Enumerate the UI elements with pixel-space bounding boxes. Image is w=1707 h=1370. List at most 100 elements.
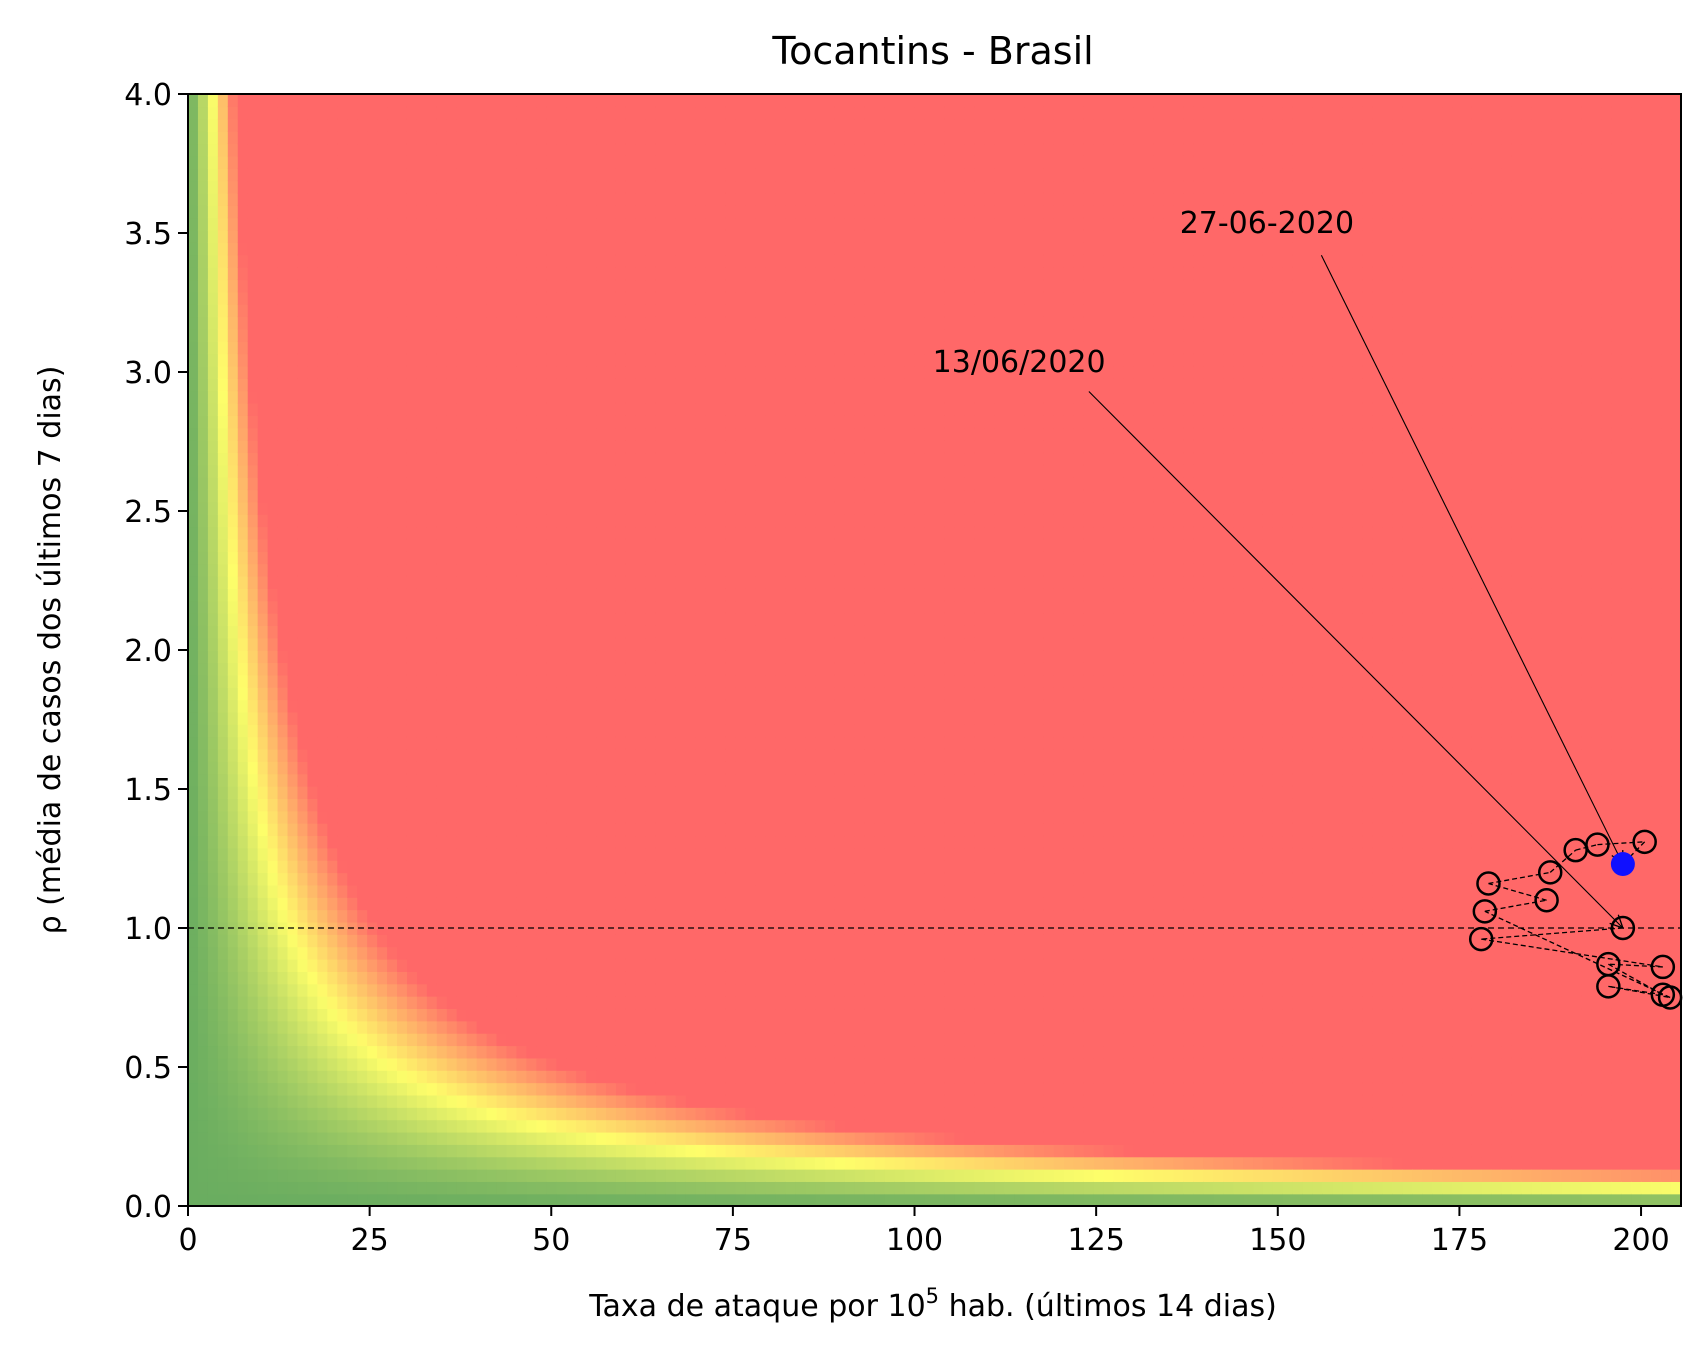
heatmap-cell [317,266,329,281]
heatmap-cell [327,538,338,552]
heatmap-cell [277,810,289,824]
heatmap-cell [257,1020,269,1034]
heatmap-cell [307,1193,319,1207]
heatmap-cell [715,575,727,589]
heatmap-cell [327,94,338,108]
heatmap-cell [247,217,259,231]
heatmap-cell [307,464,319,478]
heatmap-cell [655,242,667,256]
heatmap-cell [207,1070,219,1084]
heatmap-cell [347,699,358,713]
heatmap-cell [486,390,498,404]
heatmap-cell [476,1156,488,1170]
heatmap-cell [645,946,657,960]
heatmap-cell [685,1156,697,1170]
heatmap-cell [237,514,249,528]
heatmap-cell [377,1033,388,1047]
heatmap-cell [426,514,438,528]
heatmap-cell [715,884,727,898]
heatmap-cell [377,674,388,688]
heatmap-cell [426,1131,438,1145]
heatmap-cell [655,575,667,589]
heatmap-cell [367,897,378,911]
heatmap-cell [456,897,468,911]
heatmap-cell [357,588,368,602]
heatmap-cell [715,748,727,762]
heatmap-cell [436,526,448,540]
heatmap-cell [645,229,657,243]
heatmap-cell [456,1082,468,1096]
heatmap-cell [586,600,597,614]
heatmap-cell [715,291,727,305]
heatmap-cell [476,711,488,725]
heatmap-cell [426,761,438,775]
heatmap-cell [486,266,498,281]
heatmap-cell [556,588,567,602]
heatmap-cell [695,847,707,861]
heatmap-cell [197,1070,209,1084]
heatmap-cell [556,1045,567,1059]
heatmap-cell [596,1119,607,1133]
heatmap-cell [267,637,279,651]
heatmap-cell [297,600,309,614]
heatmap-cell [546,1193,557,1207]
heatmap-cell [715,1033,727,1047]
heatmap-cell [287,551,299,565]
heatmap-cell [715,822,727,837]
heatmap-cell [466,1082,478,1096]
heatmap-cell [556,118,567,132]
heatmap-cell [506,353,518,367]
heatmap-cell [645,810,657,824]
heatmap-cell [695,810,707,824]
heatmap-cell [188,551,199,565]
heatmap-cell [685,353,697,367]
heatmap-cell [446,353,458,367]
heatmap-cell [705,563,717,577]
heatmap-cell [377,773,388,787]
heatmap-cell [635,1082,647,1096]
heatmap-cell [466,1156,478,1170]
heatmap-cell [456,217,468,231]
heatmap-cell [426,575,438,589]
heatmap-cell [347,279,358,293]
heatmap-cell [267,1070,279,1084]
heatmap-cell [387,847,398,861]
heatmap-cell [227,847,239,861]
heatmap-cell [456,439,468,454]
heatmap-cell [287,810,299,824]
heatmap-cell [566,736,577,750]
heatmap-cell [357,266,368,281]
heatmap-cell [426,600,438,614]
heatmap-cell [546,971,557,985]
heatmap-cell [606,860,617,874]
heatmap-cell [645,439,657,454]
heatmap-cell [725,835,737,849]
heatmap-cell [486,365,498,379]
heatmap-cell [675,711,687,725]
heatmap-cell [456,402,468,416]
heatmap-cell [566,291,577,305]
heatmap-cell [247,1082,259,1096]
heatmap-cell [476,674,488,688]
heatmap-cell [397,328,408,342]
heatmap-cell [347,1119,358,1133]
heatmap-cell [327,551,338,565]
heatmap-cell [476,860,488,874]
heatmap-cell [307,254,319,268]
heatmap-cell [606,1045,617,1059]
heatmap-cell [337,551,348,565]
heatmap-cell [247,1131,259,1145]
heatmap-cell [675,934,687,948]
heatmap-cell [217,662,229,676]
heatmap-cell [247,192,259,206]
heatmap-cell [307,785,319,799]
heatmap-cell [387,1070,398,1084]
heatmap-cell [357,316,368,330]
heatmap-cell [307,106,319,120]
heatmap-cell [695,736,707,750]
heatmap-cell [496,328,508,342]
heatmap-cell [705,1107,717,1121]
heatmap-cell [735,1168,747,1182]
heatmap-cell [397,1156,408,1170]
heatmap-cell [267,551,279,565]
